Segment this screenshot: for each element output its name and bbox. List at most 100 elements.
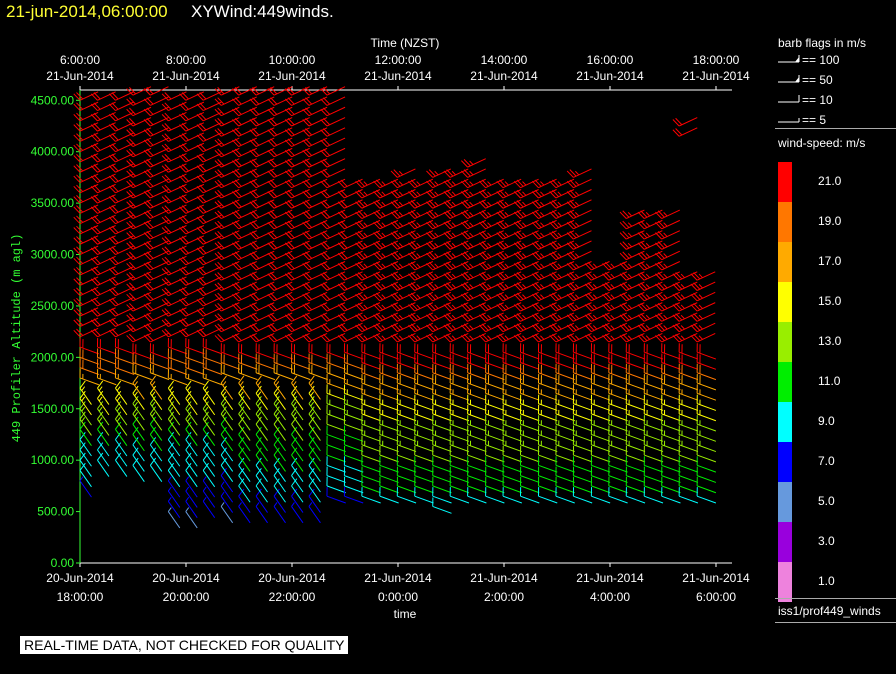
barb-feather [410,189,418,198]
wind-barb [132,353,152,370]
barb-shaft [79,449,92,467]
barb-shaft [379,464,399,473]
y-tick-label: 500.00 [37,505,74,519]
barb-feather [663,222,668,227]
barb-feather [663,242,668,248]
barb-feather [531,273,539,281]
barb-feather [645,242,651,248]
barb-shaft [202,470,216,488]
wind-barb [202,462,216,488]
barb-feather [592,304,598,309]
wind-barb [143,127,169,137]
barb-feather [267,129,275,137]
barb-feather [340,241,348,249]
barb-feather [428,272,436,280]
wind-barb [255,468,268,493]
wind-barb [220,457,234,482]
barb-feather [164,225,172,234]
barb-feather [199,328,207,336]
barb-feather [410,282,418,290]
wind-barb [590,487,611,504]
barb-shaft [291,117,310,127]
barb-feather [238,468,245,476]
barb-feather [202,390,209,399]
barb-feather [446,282,454,290]
barb-feather [308,406,315,415]
barb-shaft [661,372,681,381]
barb-shaft [573,219,592,230]
barb-feather [627,253,633,258]
wind-barb [196,101,222,112]
barb-feather [164,112,172,120]
wind-barb [414,487,434,504]
barb-feather [566,191,574,199]
barb-feather [143,283,151,291]
barb-feather [267,139,275,147]
wind-barb [238,447,251,472]
barb-shaft [255,506,268,524]
barb-feather [619,211,627,219]
barb-feather [252,210,260,218]
barb-feather [522,242,527,248]
barb-feather [252,87,260,95]
barb-feather [116,396,121,402]
barb-shaft [502,495,522,504]
barb-shaft [485,454,505,463]
wind-barb [108,245,134,255]
barb-feather [549,324,557,332]
barb-feather [516,241,524,249]
barb-feather [287,282,295,290]
wind-barb [485,487,505,504]
barb-feather [557,191,562,196]
barb-feather [238,385,245,394]
barb-feather [292,401,297,407]
wind-barb [238,353,258,370]
barb-shaft [379,250,399,261]
barb-feather [305,282,313,290]
barb-feather [416,335,421,340]
barb-feather [672,129,680,137]
barb-feather [232,252,239,261]
barb-feather [252,148,260,156]
barb-feather [179,247,187,255]
barb-feather [73,288,81,296]
barb-feather [340,292,348,300]
barb-feather [428,241,436,249]
barb-feather [305,117,313,126]
barb-shaft [202,429,216,446]
barb-feather [287,189,295,198]
barb-feather [232,98,239,106]
barb-feather [214,180,222,189]
barb-shaft [467,413,487,422]
barb-shaft [185,367,205,375]
barb-feather [340,333,348,342]
barb-feather [164,256,172,264]
barb-feather [657,282,665,290]
barb-feather [129,148,136,156]
barb-feather [76,195,84,203]
barb-feather [305,87,313,95]
barb-feather [270,323,278,331]
wind-barb [149,353,170,370]
barb-feather [115,401,122,410]
barb-feather [108,93,116,101]
barb-feather [308,488,315,497]
barb-feather [179,216,187,225]
wind-barb [467,404,487,422]
barb-feather [610,335,615,340]
barb-shaft [661,362,681,370]
barb-feather [196,185,204,194]
barb-feather [446,179,454,187]
barb-shaft [202,317,222,327]
wind-barb [143,281,169,291]
barb-feather [287,210,295,218]
barb-feather [79,411,86,420]
wind-barb [326,487,346,504]
barb-feather [129,251,136,259]
wind-barb [537,487,558,504]
wind-barb [696,446,717,463]
barb-feather [574,242,580,248]
barb-feather [373,252,381,261]
wind-barb [143,250,169,261]
wind-barb [343,456,364,473]
